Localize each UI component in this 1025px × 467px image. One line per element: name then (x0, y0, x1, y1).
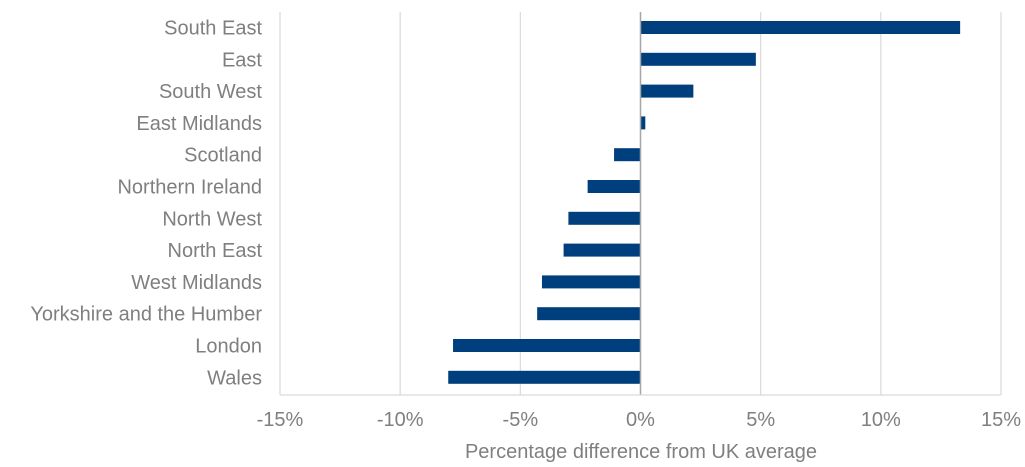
bar (640, 52, 756, 66)
x-tick-label: -15% (257, 409, 304, 431)
bar (640, 21, 961, 34)
category-label: Yorkshire and the Humber (30, 304, 262, 326)
category-label: Northern Ireland (117, 177, 262, 199)
bar (614, 148, 641, 162)
gridlines (279, 12, 1002, 395)
x-tick-labels: -15% -10% -5% 0% 5% 10% 15% (257, 409, 1022, 431)
category-labels: South East East South West East Midlands Sco… (30, 18, 262, 390)
bar (640, 84, 694, 98)
category-label: Wales (207, 367, 262, 389)
category-label: North East (168, 240, 263, 262)
category-label: London (195, 336, 262, 358)
category-label: Scotland (184, 145, 262, 167)
bar (568, 211, 641, 225)
x-tick-label: 0% (626, 409, 655, 431)
category-label: North West (162, 208, 262, 230)
category-label: South East (164, 18, 262, 40)
category-label: West Midlands (131, 272, 262, 294)
bar (453, 339, 641, 352)
x-tick-label: 15% (981, 409, 1021, 431)
x-tick-label: 10% (861, 409, 901, 431)
axes (280, 12, 1001, 396)
bar (563, 243, 641, 257)
x-axis-title: Percentage difference from UK average (465, 441, 817, 462)
bar (640, 116, 646, 130)
bar (587, 180, 641, 193)
category-label: South West (159, 81, 262, 103)
bar (537, 307, 641, 321)
x-tick-label: -5% (503, 409, 539, 431)
bar (448, 370, 641, 384)
bars (448, 21, 961, 384)
x-tick-label: 5% (746, 409, 775, 431)
category-label: East (222, 49, 262, 71)
x-tick-label: -10% (377, 409, 424, 431)
bar (541, 275, 641, 289)
category-label: East Midlands (136, 113, 262, 135)
